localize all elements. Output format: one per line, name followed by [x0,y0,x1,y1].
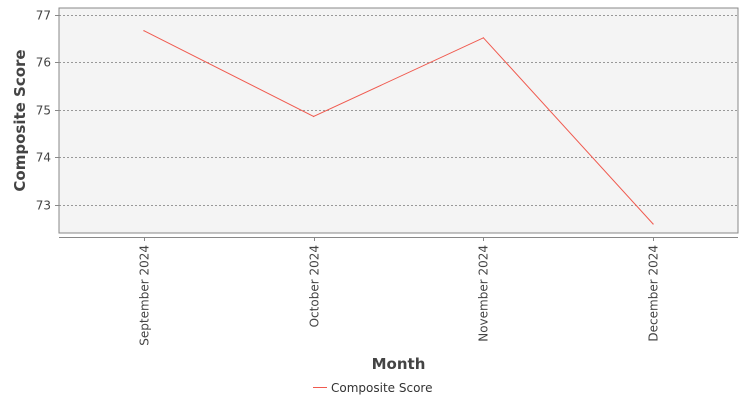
y-tick-label: 74 [36,151,51,165]
legend-label: Composite Score [331,381,432,395]
y-tick-label: 77 [36,9,51,23]
y-tick-label: 75 [36,104,51,118]
y-tick-label: 76 [36,56,51,70]
x-axis: September 2024 October 2024 November 2024 D… [59,237,738,346]
data-point [652,223,654,225]
series-lines [143,30,654,225]
data-point [143,30,145,32]
x-axis-title: Month [372,355,426,373]
plot-border [58,7,739,234]
y-tick-label: 73 [36,199,51,213]
data-point [482,37,484,39]
data-point [313,115,315,118]
plot-area [59,8,738,233]
y-axis: 73 74 75 76 77 [36,9,59,213]
x-tick-label: September 2024 [138,245,152,346]
x-tick-label: October 2024 [308,245,322,327]
x-tick-label: December 2024 [647,245,661,342]
legend[interactable]: Composite Score [313,381,432,395]
series-line [143,30,654,225]
y-axis-title: Composite Score [11,49,29,191]
x-tick-label: November 2024 [477,245,491,342]
grid-lines [59,15,738,206]
